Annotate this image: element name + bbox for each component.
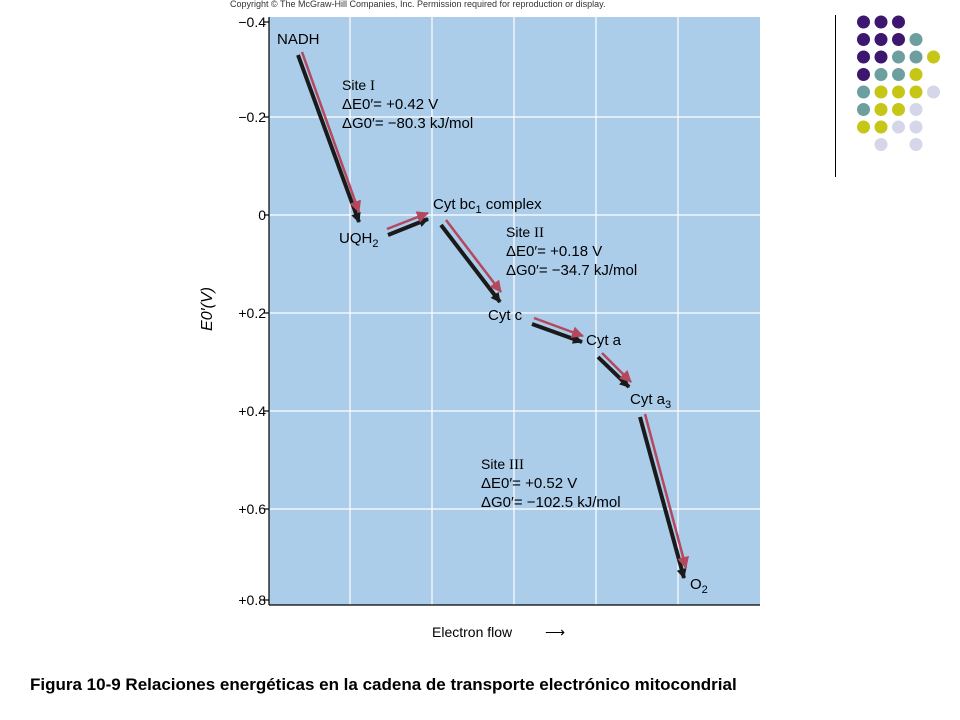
decorative-divider [835,15,836,177]
decorative-dot [909,85,923,99]
decorative-dot [874,85,888,99]
y-tick-label: +0.4 [238,403,266,419]
decorative-dot [892,50,905,64]
decorative-dot [892,68,905,81]
figure-caption: Figura 10-9 Relaciones energéticas en la… [30,675,737,694]
decorative-dot [857,85,870,99]
carrier-nadh: NADH [277,31,320,48]
y-tick-label: 0 [258,207,266,223]
carrier-cyt-c: Cyt c [488,307,523,324]
decorative-dot [874,50,888,64]
arrow-cytbc1-to-cytc [439,219,502,304]
decorative-dot [874,33,888,46]
decorative-dot [857,33,870,46]
decorative-dot [857,120,870,134]
grid-lines [269,17,760,605]
decorative-dot [892,85,905,99]
decorative-dot [874,138,888,151]
decorative-dot-grid [857,15,940,151]
site-1-annotation: Site I ΔE0′= +0.42 V ΔG0′= −80.3 kJ/mol [342,77,474,132]
decorative-dot [909,138,923,151]
decorative-dot [909,33,923,46]
decorative-dot [874,103,888,116]
y-tick-label: −0.2 [238,109,266,125]
carrier-cyt-bc1: Cyt bc1 complex [433,196,542,216]
arrow-uqh2-to-cytbc1 [386,211,429,237]
decorative-dot [909,50,923,64]
x-axis-label: Electron flow [432,624,513,640]
decorative-dot [857,15,870,29]
decorative-dot [892,120,905,134]
arrow-cyta3-to-o2 [638,413,689,579]
decorative-dot [927,85,940,99]
carrier-cyt-a3: Cyt a3 [630,391,672,411]
x-axis-arrow-icon: ⟶ [545,624,566,640]
arrow-cyta-to-cyta3 [596,352,632,389]
copyright-notice: Copyright © The McGraw-Hill Companies, I… [230,0,606,9]
decorative-dot [874,120,888,134]
carrier-o2: O2 [690,576,708,596]
decorative-dot [892,103,905,116]
decorative-dot [927,50,940,64]
arrow-nadh-to-uqh2 [296,51,361,223]
y-tick-label: −0.4 [238,14,266,30]
decorative-dot [892,33,905,46]
site-3-annotation: Site III ΔE0′= +0.52 V ΔG0′= −102.5 kJ/m… [481,456,621,511]
decorative-dot [909,103,923,116]
y-tick-label: +0.2 [238,305,266,321]
y-tick-label: +0.6 [238,501,266,517]
arrow-cytc-to-cyta [531,316,584,344]
y-axis-ticks [264,21,269,601]
decorative-dot [874,68,888,81]
y-axis-label: E0′(V) [199,287,216,331]
decorative-dot [857,68,870,81]
decorative-dot [874,15,888,29]
decorative-dot [909,120,923,134]
carrier-cyt-a: Cyt a [586,332,622,349]
decorative-dot [857,103,870,116]
carrier-uqh2: UQH2 [339,230,379,250]
decorative-dot [857,50,870,64]
y-tick-label: +0.8 [238,592,266,608]
site-2-annotation: Site II ΔE0′= +0.18 V ΔG0′= −34.7 kJ/mol [506,224,638,279]
decorative-dot [909,68,923,81]
decorative-dot [892,15,905,29]
